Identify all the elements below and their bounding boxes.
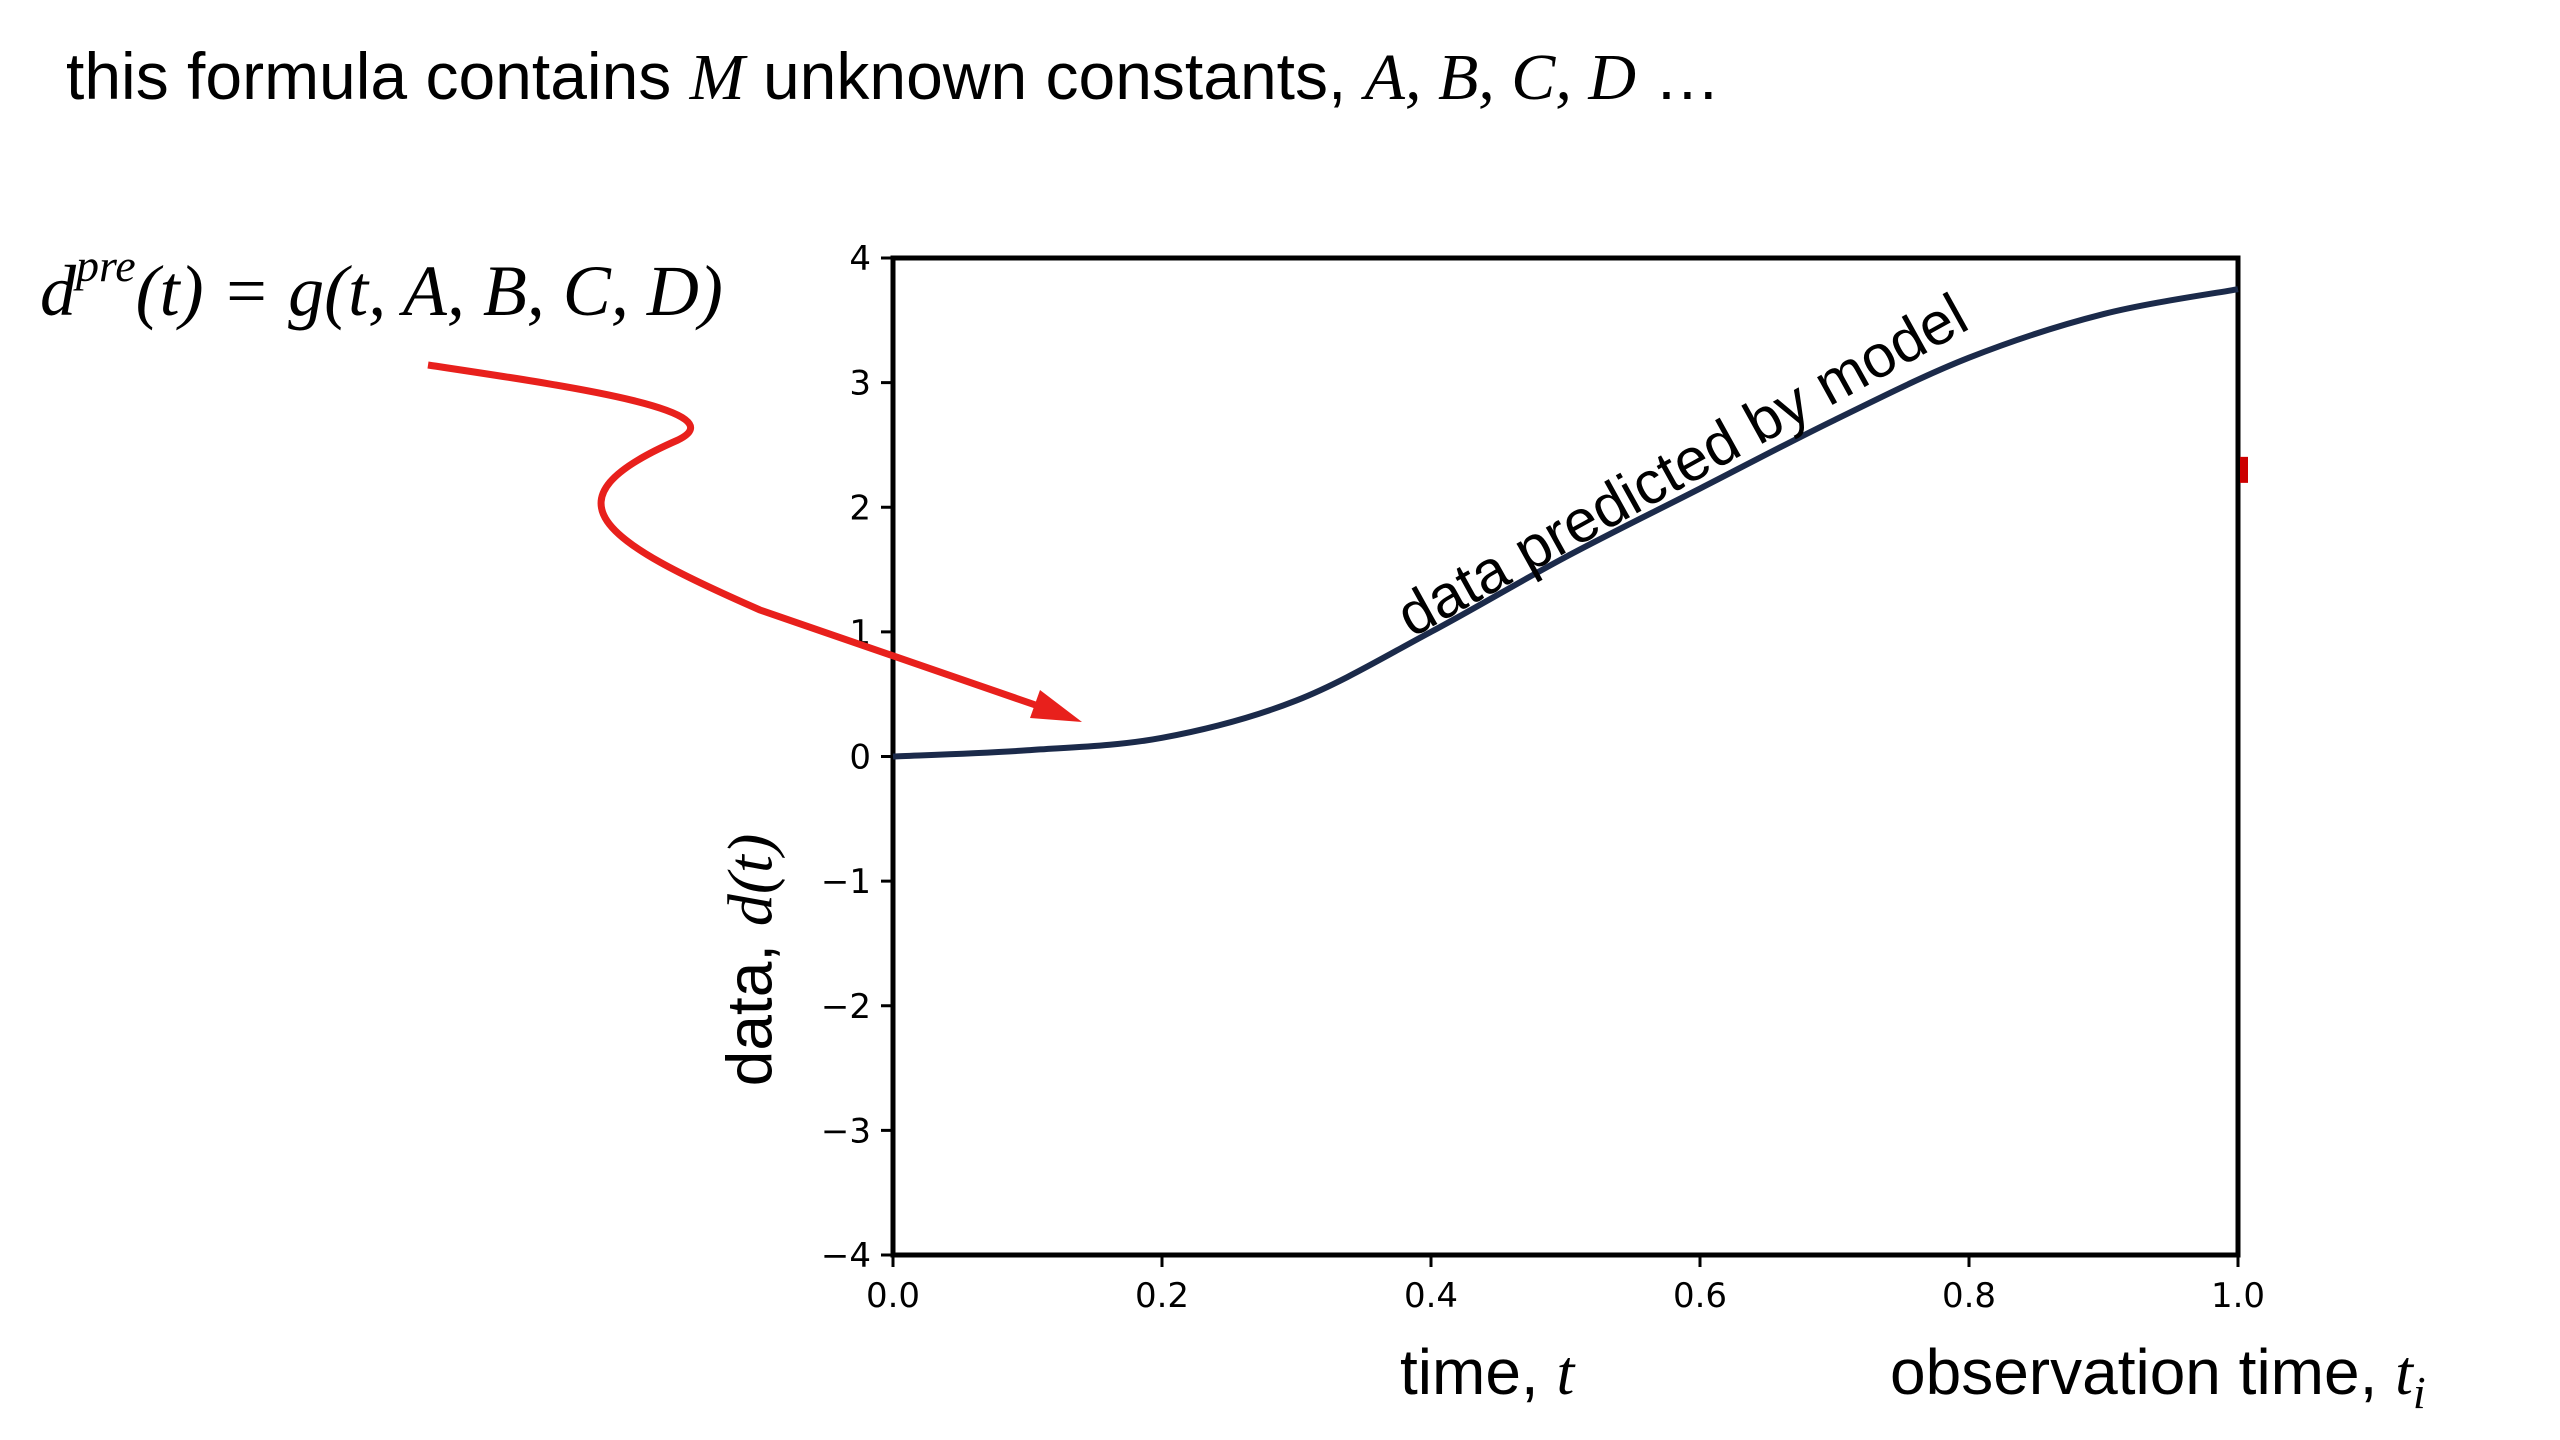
- y-tick-label: 0: [849, 738, 871, 778]
- x-axis-label-var: t: [1556, 1337, 1575, 1408]
- model-formula: dpre(t) = g(t, A, B, C, D): [40, 243, 723, 333]
- observation-time-sub: i: [2412, 1366, 2426, 1418]
- header-prefix: this formula contains: [66, 39, 672, 113]
- observation-time-text: observation time,: [1890, 1336, 2378, 1408]
- y-tick-label: −2: [821, 987, 871, 1027]
- y-axis-label: data, d(t): [713, 834, 788, 1087]
- x-tick-label: 1.0: [2211, 1276, 2265, 1316]
- y-tick-label: 2: [849, 488, 871, 528]
- x-axis-label-text: time,: [1400, 1336, 1539, 1408]
- x-tick-label: 0.0: [866, 1276, 920, 1316]
- y-tick-label: −3: [821, 1111, 871, 1151]
- x-tick-label: 0.4: [1404, 1276, 1458, 1316]
- observation-marker: [2240, 456, 2248, 483]
- header-count-symbol: M: [689, 41, 745, 114]
- formula-lhs-base: d: [40, 251, 76, 331]
- header-sentence: this formula contains M unknown constant…: [66, 38, 1720, 116]
- plot-frame: [890, 255, 2241, 1258]
- y-tick-label: −1: [821, 862, 871, 902]
- x-tick-label: 0.2: [1135, 1276, 1189, 1316]
- header-constants: A, B, C, D: [1364, 41, 1636, 114]
- x-tick-label: 0.6: [1673, 1276, 1727, 1316]
- observation-time-label: observation time, ti: [1890, 1335, 2426, 1419]
- annotation-arrow: [427, 361, 1052, 714]
- y-tick-label: 3: [849, 364, 871, 404]
- y-axis-label-var: d(t): [714, 833, 786, 927]
- x-tick-label: 0.8: [1942, 1276, 1996, 1316]
- formula-rhs: (t) = g(t, A, B, C, D): [135, 251, 723, 331]
- annotation-arrowhead: [1030, 690, 1082, 722]
- y-axis-label-text: data,: [713, 943, 786, 1087]
- y-tick-label: 4: [849, 239, 871, 279]
- observation-time-var: t: [2395, 1337, 2413, 1408]
- series-line-predicted: [892, 286, 2239, 760]
- y-tick-label: −4: [821, 1236, 871, 1276]
- formula-lhs-sup: pre: [76, 240, 136, 291]
- header-middle: unknown constants,: [762, 39, 1347, 113]
- x-axis-label: time, t: [1400, 1335, 1574, 1410]
- header-suffix: …: [1654, 39, 1721, 113]
